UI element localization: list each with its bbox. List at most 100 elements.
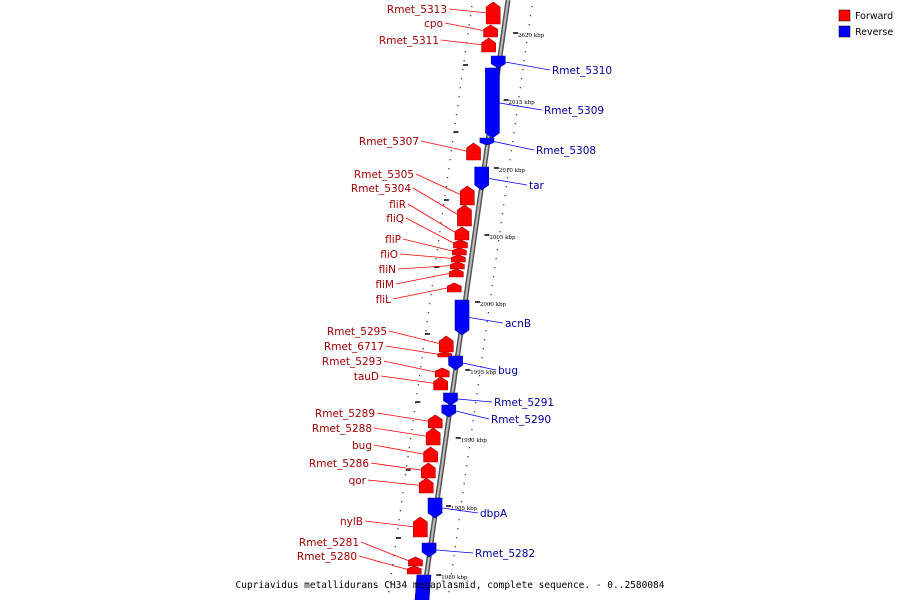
gene-features <box>406 1 506 600</box>
forward-gene-arrow <box>453 239 468 249</box>
minor-tick-left <box>436 249 439 251</box>
forward-gene-arrow <box>421 462 436 479</box>
minor-tick-left <box>463 60 465 62</box>
reverse-gene-label: Rmet_5308 <box>536 145 596 157</box>
minor-tick-left <box>441 213 444 215</box>
minor-tick-right <box>482 348 484 350</box>
minor-tick-left <box>394 546 396 548</box>
minor-tick-right <box>520 78 523 80</box>
forward-gene-label: fliM <box>375 279 394 291</box>
forward-gene-label: fliO <box>380 249 398 261</box>
major-ticks: 2620 kbp 2015 kbp 2010 kbp 2005 kbp 2000 kbp… <box>396 32 545 581</box>
forward-gene-label: fliL <box>376 294 392 306</box>
reverse-gene-arrow <box>474 166 490 191</box>
minor-tick-left <box>399 510 402 512</box>
forward-label-leader <box>360 541 411 562</box>
minor-tick-right <box>498 240 500 242</box>
minor-tick-left <box>408 447 410 449</box>
minor-tick-left <box>469 15 472 17</box>
reverse-label-leader <box>505 61 551 71</box>
legend-reverse-swatch <box>838 25 851 38</box>
minor-tick-right <box>524 51 527 53</box>
minor-ticks <box>388 6 533 593</box>
minor-tick-right <box>513 132 515 134</box>
forward-label-leader <box>358 555 410 571</box>
minor-tick-left <box>439 231 441 233</box>
minor-tick-left <box>406 465 408 467</box>
minor-tick-right <box>504 195 506 197</box>
forward-gene-arrow <box>418 477 434 494</box>
reverse-label-leader <box>441 507 479 514</box>
forward-gene-arrow <box>485 1 501 25</box>
minor-tick-right <box>494 267 496 269</box>
minor-tick-right <box>467 456 469 458</box>
minor-tick-left <box>397 528 399 530</box>
minor-tick-left <box>430 294 432 296</box>
minor-tick-right <box>471 429 473 431</box>
minor-tick-left <box>416 393 418 395</box>
minor-tick-left <box>421 357 423 359</box>
minor-tick-left <box>420 366 422 368</box>
minor-tick-right <box>512 141 514 143</box>
tick-label: 2010 kbp <box>499 168 526 174</box>
forward-gene-label: bug <box>352 440 372 452</box>
minor-tick-left <box>457 105 459 107</box>
reverse-gene-arrow <box>448 355 463 371</box>
minor-tick-left <box>407 456 409 458</box>
minor-tick-left <box>392 564 394 566</box>
reverse-gene-label: Rmet_5290 <box>491 414 551 426</box>
reverse-label-leader <box>457 398 493 403</box>
forward-label-leader <box>407 203 458 234</box>
forward-label-leader <box>364 520 416 528</box>
forward-gene-arrow <box>434 367 450 378</box>
forward-label-leader <box>373 427 429 437</box>
reverse-gene-arrow <box>443 392 458 406</box>
reverse-label-leader <box>488 178 528 186</box>
minor-tick-right <box>531 6 533 8</box>
forward-gene-arrow <box>408 556 423 567</box>
forward-label-leader <box>376 412 431 422</box>
minor-tick-right <box>506 177 509 179</box>
minor-tick-right <box>487 312 490 314</box>
reverse-label-leader <box>499 102 543 111</box>
forward-gene-label: fliP <box>385 234 401 246</box>
forward-label-leader <box>415 173 463 196</box>
forward-gene-arrow <box>452 247 467 256</box>
legend-forward-label: Forward <box>855 11 893 22</box>
reverse-gene-arrow <box>441 404 457 418</box>
minor-tick-right <box>477 384 479 386</box>
minor-tick-right <box>453 555 455 557</box>
forward-gene-label: fliN <box>379 264 396 276</box>
minor-tick-right <box>526 42 528 44</box>
forward-gene-arrow <box>427 414 443 429</box>
minor-tick-right <box>519 87 521 89</box>
minor-tick-right <box>495 258 497 260</box>
forward-gene-label: nylB <box>340 516 363 528</box>
forward-gene-arrow <box>433 376 448 391</box>
tick-label: 2015 kbp <box>509 100 536 106</box>
minor-tick-left <box>468 24 470 26</box>
minor-tick-left <box>446 177 449 179</box>
forward-label-leader <box>402 238 455 252</box>
reverse-gene-arrow <box>414 574 432 600</box>
minor-tick-right <box>449 582 451 584</box>
minor-tick-left <box>425 330 427 332</box>
minor-tick-right <box>468 447 470 449</box>
forward-gene-arrow <box>446 282 462 293</box>
reverse-gene-label: tar <box>529 180 545 192</box>
reverse-gene-arrow <box>490 55 506 69</box>
reverse-label-leader <box>468 317 504 324</box>
minor-tick-left <box>462 69 464 71</box>
minor-tick-right <box>527 33 529 35</box>
minor-tick-left <box>455 114 458 116</box>
minor-tick-right <box>469 438 472 440</box>
minor-tick-right <box>500 222 502 224</box>
forward-gene-label: Rmet_5307 <box>359 136 419 148</box>
minor-tick-right <box>466 465 468 467</box>
forward-gene-label: Rmet_5304 <box>351 183 411 195</box>
minor-tick-left <box>454 123 456 125</box>
minor-tick-right <box>452 564 454 566</box>
reverse-gene-arrow <box>485 67 500 139</box>
forward-gene-label: Rmet_5305 <box>354 169 414 181</box>
